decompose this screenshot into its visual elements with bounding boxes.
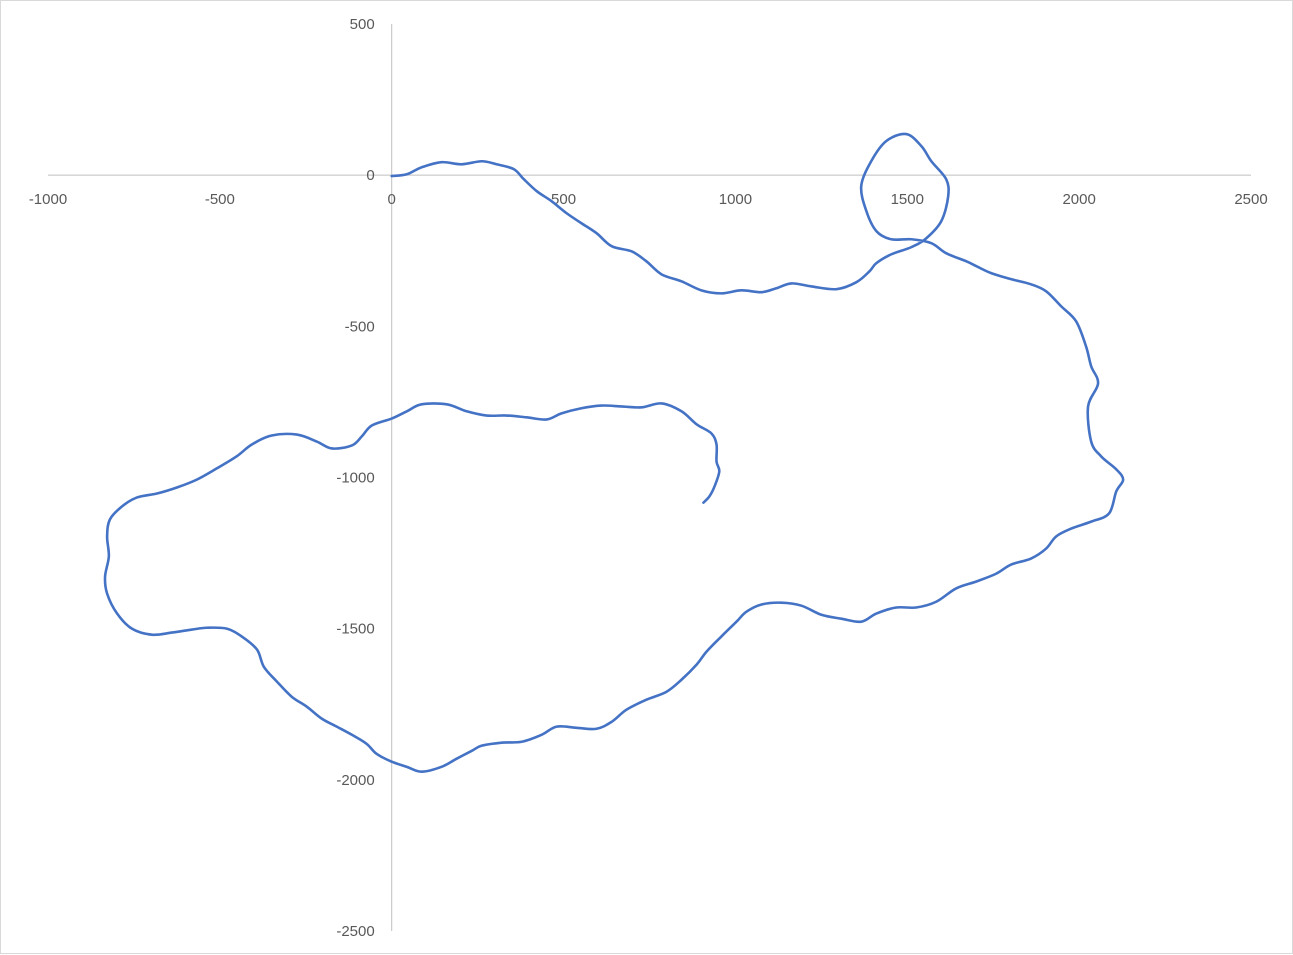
- x-tick-label: -1000: [29, 191, 67, 208]
- y-tick-label: -1000: [336, 470, 374, 487]
- series-line: [103, 132, 1125, 773]
- x-tick-label: 2500: [1234, 191, 1267, 208]
- x-tick-label: 500: [551, 191, 576, 208]
- y-tick-label: 0: [366, 167, 374, 184]
- x-tick-label: 1500: [891, 191, 924, 208]
- y-tick-label: 500: [350, 16, 375, 33]
- x-tick-label: 2000: [1062, 191, 1095, 208]
- y-tick-labels: 500 0 -500 -1000 -1500 -2000 -2500: [336, 16, 374, 940]
- x-tick-label: 0: [388, 191, 396, 208]
- x-tick-label: 1000: [719, 191, 752, 208]
- y-tick-label: -2500: [336, 923, 374, 940]
- y-tick-label: -1500: [336, 621, 374, 638]
- y-tick-label: -500: [345, 318, 375, 335]
- x-tick-label: -500: [205, 191, 235, 208]
- y-tick-label: -2000: [336, 772, 374, 789]
- x-tick-labels: -1000 -500 0 500 1000 1500 2000 2500: [29, 191, 1268, 208]
